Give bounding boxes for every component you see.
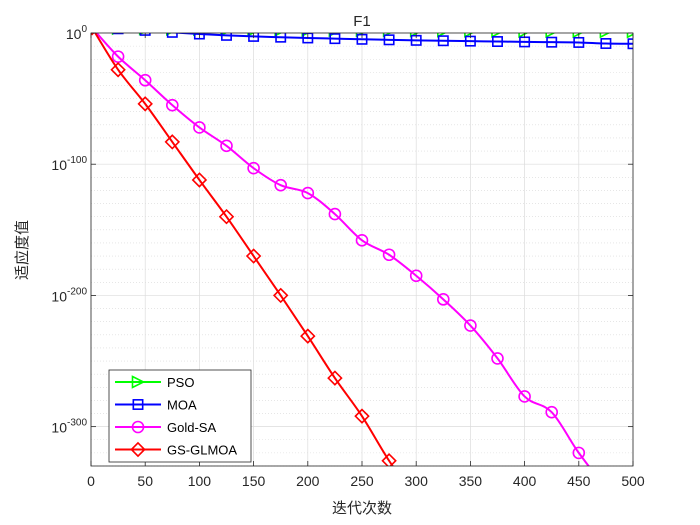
data-point-gold-sa — [220, 139, 233, 153]
data-point-gs-glmoa — [410, 492, 423, 505]
data-point-gold-sa — [91, 33, 96, 35]
legend-entry-gs-glmoa: GS-GLMOA — [115, 441, 237, 458]
legend: PSO MOA Gold-SA GS-GLMOA — [108, 369, 252, 463]
x-tick-label: 100 — [188, 473, 212, 489]
legend-marker — [130, 441, 146, 458]
data-point-gs-glmoa — [300, 328, 316, 344]
x-tick-label: 150 — [242, 473, 266, 489]
data-point-moa — [193, 33, 205, 40]
data-point-gs-glmoa — [164, 134, 181, 150]
x-tick-label: 450 — [567, 473, 591, 489]
legend-marker — [132, 399, 144, 410]
data-point-gold-sa — [572, 446, 586, 460]
data-point-moa — [112, 33, 124, 35]
x-tick-label: 50 — [137, 473, 153, 489]
data-point-moa — [437, 35, 449, 47]
data-point-gold-sa — [491, 352, 504, 365]
data-point-gold-sa — [193, 121, 206, 134]
data-point-gold-sa — [138, 73, 152, 87]
ticks: 0 50 100 150 200 250 300 350 400 450 500 100 10-100 1… — [51, 24, 644, 489]
data-point-moa — [546, 36, 558, 48]
chart-title: F1 — [353, 13, 371, 30]
data-point-gold-sa — [382, 248, 396, 262]
y-tick-label: 10-200 — [51, 286, 87, 304]
data-point-gold-sa — [464, 319, 477, 332]
data-point-moa — [248, 33, 260, 42]
data-point-gold-sa — [628, 496, 639, 507]
legend-label: MOA — [167, 398, 197, 413]
y-tick-label: 10-100 — [51, 155, 87, 173]
data-point-moa — [492, 36, 503, 48]
data-point-gold-sa — [436, 293, 450, 306]
data-point-gs-glmoa — [272, 287, 289, 304]
legend-marker — [131, 420, 145, 434]
data-point-gold-sa — [166, 98, 179, 112]
x-tick-label: 500 — [621, 473, 645, 489]
data-point-moa — [627, 38, 633, 50]
data-point-gold-sa — [518, 390, 531, 403]
data-point-gold-sa — [247, 161, 260, 175]
legend-label: Gold-SA — [167, 420, 216, 435]
legend-entry-gold-sa: Gold-SA — [115, 420, 216, 435]
data-point-moa — [383, 34, 395, 46]
data-point-gold-sa — [355, 234, 369, 247]
data-point-gs-glmoa — [245, 248, 262, 264]
legend-entry-pso: PSO — [115, 375, 194, 390]
data-point-gold-sa — [600, 480, 611, 491]
data-point-gold-sa — [328, 207, 342, 221]
x-tick-label: 200 — [296, 473, 320, 489]
data-point-pso — [545, 33, 556, 39]
x-axis-title: 迭代次数 — [332, 499, 392, 517]
data-point-pso — [436, 33, 447, 38]
data-point-gs-glmoa — [327, 370, 343, 386]
data-point-gold-sa — [545, 405, 559, 419]
data-point-moa — [91, 33, 98, 34]
legend-label: GS-GLMOA — [167, 443, 237, 458]
data-point-gold-sa — [301, 186, 315, 200]
data-point-gs-glmoa — [137, 96, 153, 112]
data-point-pso — [491, 33, 502, 38]
data-point-gs-glmoa — [381, 453, 397, 466]
series-line-gold-sa — [95, 33, 590, 466]
data-point-moa — [275, 33, 287, 43]
x-tick-label: 400 — [513, 473, 537, 489]
legend-entry-moa: MOA — [115, 398, 197, 413]
data-point-gs-glmoa — [110, 62, 126, 78]
y-axis-title: 适应度值 — [13, 220, 31, 280]
data-point-moa — [221, 33, 232, 41]
series-gold-sa — [91, 33, 639, 507]
series-line-moa — [167, 33, 633, 45]
data-point-moa — [600, 38, 612, 49]
legend-label: PSO — [167, 375, 194, 390]
data-point-gold-sa — [409, 269, 423, 283]
x-tick-label: 350 — [459, 473, 483, 489]
data-point-moa — [166, 33, 178, 38]
data-point-pso — [111, 33, 117, 36]
legend-marker — [131, 375, 146, 389]
data-point-gs-glmoa — [354, 408, 370, 424]
data-point-pso — [599, 33, 611, 39]
x-tick-label: 250 — [350, 473, 374, 489]
y-tick-label: 100 — [66, 24, 88, 42]
series-line-gs-glmoa — [94, 33, 394, 466]
series-gs-glmoa — [91, 33, 423, 505]
data-point-gs-glmoa — [191, 172, 208, 188]
data-point-gs-glmoa — [218, 208, 235, 225]
data-point-gs-glmoa — [91, 33, 95, 36]
data-point-gold-sa — [274, 178, 288, 192]
y-tick-label: 10-300 — [51, 418, 87, 436]
x-tick-label: 300 — [405, 473, 429, 489]
x-tick-label: 0 — [87, 473, 95, 489]
data-point-moa — [329, 33, 341, 45]
data-point-pso — [87, 22, 98, 33]
